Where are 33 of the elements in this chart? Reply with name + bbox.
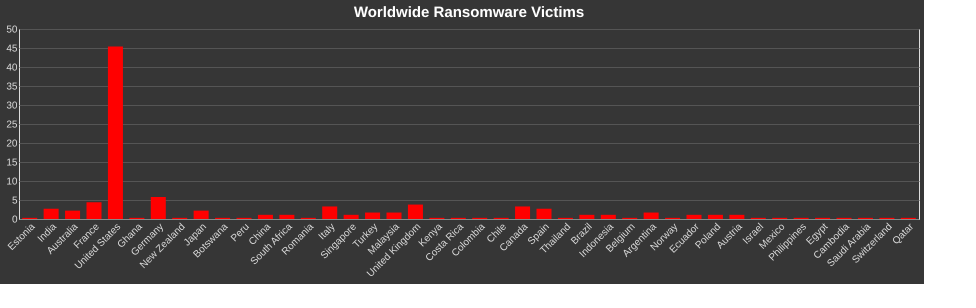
y-tick-label: 15 [6, 158, 18, 168]
bar [408, 204, 423, 219]
y-tick-label: 10 [6, 176, 18, 188]
bar [150, 196, 166, 219]
bar [579, 214, 594, 219]
bar [279, 214, 294, 219]
y-tick-label: 25 [6, 120, 18, 130]
y-tick-label: 35 [6, 82, 18, 92]
bar [344, 214, 359, 219]
bar [708, 214, 723, 219]
y-tick-label: 45 [6, 44, 18, 54]
y-tick-label: 0 [12, 214, 18, 226]
bar [44, 208, 59, 219]
y-tick-label: 5 [12, 196, 18, 206]
y-tick-label: 20 [6, 138, 18, 150]
bar [258, 214, 273, 219]
bar [194, 210, 209, 219]
bar [644, 212, 659, 219]
bar [600, 214, 616, 219]
bar [729, 214, 744, 219]
y-tick-label: 40 [6, 62, 18, 74]
bar [365, 212, 380, 219]
y-tick-label: 50 [6, 24, 18, 36]
bar [536, 208, 552, 219]
y-tick-label: 30 [6, 100, 18, 112]
bar [515, 206, 530, 219]
bar [86, 202, 102, 219]
chart-title: Worldwide Ransomware Victims [354, 4, 584, 21]
bar [65, 210, 80, 219]
bar [108, 46, 123, 219]
bar [686, 214, 702, 219]
bar [386, 212, 402, 219]
bar [322, 206, 338, 219]
